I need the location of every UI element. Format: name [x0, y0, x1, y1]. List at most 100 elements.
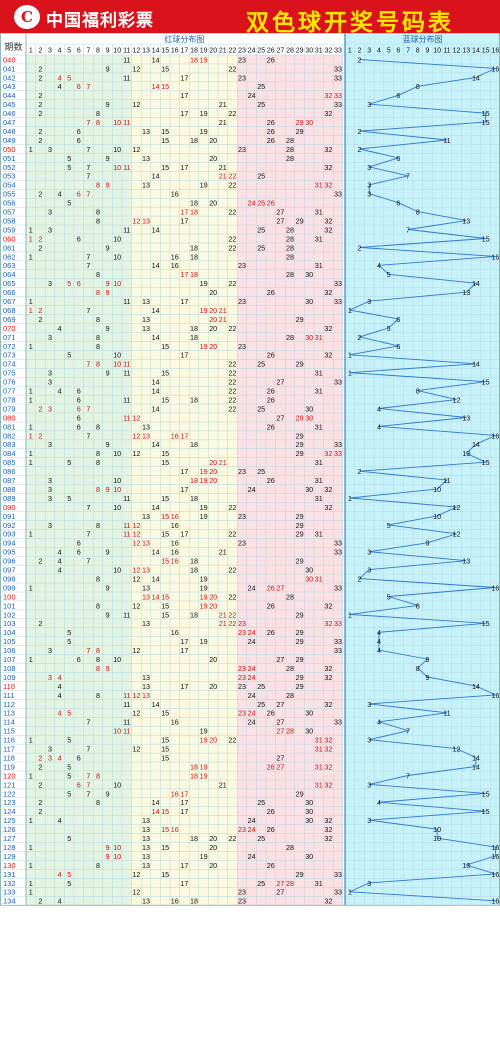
red-number: 22	[228, 395, 236, 404]
period-label: 087	[3, 476, 16, 485]
red-number: 2	[38, 897, 42, 906]
red-col-header: 10	[113, 48, 121, 55]
red-number: 11	[123, 727, 130, 736]
red-number: 11	[123, 700, 130, 709]
red-number: 17	[180, 91, 188, 100]
red-number: 16	[171, 252, 179, 261]
red-number: 30	[305, 574, 313, 583]
red-number: 8	[96, 449, 100, 458]
red-number: 21	[219, 118, 227, 127]
red-number: 33	[334, 548, 342, 557]
red-number: 15	[161, 736, 169, 745]
red-number: 7	[86, 745, 90, 754]
red-number: 30	[305, 270, 313, 279]
blue-number: 8	[416, 208, 420, 217]
red-number: 26	[267, 351, 275, 360]
red-number: 18	[190, 252, 198, 261]
period-label: 088	[3, 485, 16, 494]
red-number: 7	[86, 172, 90, 181]
blue-number: 8	[416, 82, 420, 91]
red-number: 15	[161, 807, 169, 816]
red-number: 26	[267, 628, 275, 637]
red-number: 1	[29, 234, 33, 243]
red-number: 14	[152, 82, 160, 91]
red-col-header: 5	[67, 48, 71, 55]
red-number: 26	[267, 127, 275, 136]
red-number: 27	[276, 762, 284, 771]
red-number: 13	[142, 512, 150, 521]
blue-number: 14	[472, 682, 480, 691]
red-number: 19	[200, 127, 208, 136]
blue-number: 3	[367, 700, 371, 709]
red-number: 13	[142, 852, 150, 861]
blue-col-header: 10	[433, 48, 441, 55]
red-number: 27	[276, 216, 284, 225]
red-number: 5	[67, 870, 71, 879]
red-number: 13	[142, 816, 150, 825]
red-number: 2	[38, 234, 42, 243]
red-number: 24	[248, 709, 256, 718]
red-number: 10	[113, 780, 121, 789]
red-number: 2	[38, 73, 42, 82]
red-number: 22	[228, 503, 236, 512]
period-label: 081	[3, 422, 16, 431]
red-number: 21	[219, 619, 227, 628]
red-number: 22	[228, 404, 236, 413]
red-number: 21	[219, 780, 227, 789]
red-number: 32	[324, 834, 332, 843]
blue-number: 8	[416, 601, 420, 610]
blue-number: 6	[396, 199, 400, 208]
red-col-header: 24	[248, 48, 256, 55]
blue-col-header: 12	[453, 48, 461, 55]
red-number: 14	[152, 548, 160, 557]
red-number: 31	[315, 762, 323, 771]
red-number: 12	[132, 530, 140, 539]
red-number: 12	[132, 521, 140, 530]
red-number: 29	[296, 512, 304, 521]
red-number: 3	[48, 279, 52, 288]
red-number: 6	[77, 234, 81, 243]
red-number: 16	[171, 512, 179, 521]
red-number: 10	[113, 360, 121, 369]
red-number: 5	[67, 154, 71, 163]
period-label: 048	[3, 127, 16, 136]
blue-number: 16	[491, 252, 499, 261]
blue-number: 8	[416, 664, 420, 673]
red-number: 15	[161, 136, 169, 145]
red-number: 16	[171, 190, 179, 199]
red-number: 5	[67, 494, 71, 503]
red-number: 18	[190, 333, 198, 342]
red-number: 30	[305, 816, 313, 825]
blue-number: 16	[491, 431, 499, 440]
red-number: 29	[296, 449, 304, 458]
red-number: 1	[29, 879, 33, 888]
red-number: 6	[77, 780, 81, 789]
red-number: 16	[171, 521, 179, 530]
period-label: 080	[3, 413, 16, 422]
blue-col-header: 11	[443, 48, 450, 55]
red-number: 7	[86, 82, 90, 91]
red-number: 31	[315, 780, 323, 789]
red-col-header: 23	[238, 48, 246, 55]
red-number: 18	[190, 55, 198, 64]
red-number: 10	[113, 279, 121, 288]
red-number: 14	[152, 55, 160, 64]
red-number: 25	[257, 682, 265, 691]
red-number: 8	[96, 422, 100, 431]
red-number: 5	[67, 771, 71, 780]
period-label: 073	[3, 351, 16, 360]
period-label: 124	[3, 807, 16, 816]
red-number: 14	[152, 387, 160, 396]
red-number: 7	[86, 252, 90, 261]
red-col-header: 8	[96, 48, 100, 55]
red-number: 12	[132, 449, 140, 458]
red-number: 19	[200, 181, 208, 190]
red-number: 24	[248, 91, 256, 100]
red-number: 8	[96, 118, 100, 127]
red-number: 22	[228, 530, 236, 539]
red-col-header: 25	[257, 48, 265, 55]
red-number: 12	[132, 601, 140, 610]
red-number: 11	[123, 360, 130, 369]
red-number: 6	[77, 387, 81, 396]
red-number: 9	[106, 369, 110, 378]
